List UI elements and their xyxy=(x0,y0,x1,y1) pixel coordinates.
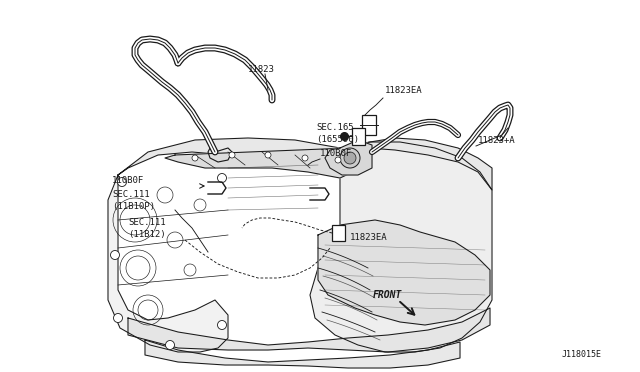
Text: 110B0F: 110B0F xyxy=(112,176,144,185)
Circle shape xyxy=(192,155,198,161)
Circle shape xyxy=(218,321,227,330)
Bar xyxy=(352,128,365,145)
Text: 11823EA: 11823EA xyxy=(385,86,422,95)
Text: 11823: 11823 xyxy=(248,65,275,74)
Circle shape xyxy=(166,340,175,350)
Text: SEC.111: SEC.111 xyxy=(112,190,150,199)
Text: FRONT: FRONT xyxy=(373,290,403,300)
Circle shape xyxy=(340,148,360,168)
Text: (11B12): (11B12) xyxy=(128,230,166,239)
Text: 11823EA: 11823EA xyxy=(350,233,388,242)
Polygon shape xyxy=(318,220,490,325)
Circle shape xyxy=(302,155,308,161)
Text: SEC.165: SEC.165 xyxy=(316,123,354,132)
Polygon shape xyxy=(108,175,228,352)
Polygon shape xyxy=(310,142,492,352)
Text: 11823+A: 11823+A xyxy=(478,136,516,145)
Polygon shape xyxy=(145,340,460,368)
Circle shape xyxy=(335,157,341,163)
Circle shape xyxy=(113,314,122,323)
Circle shape xyxy=(111,250,120,260)
Polygon shape xyxy=(165,148,368,178)
Polygon shape xyxy=(128,308,490,352)
Bar xyxy=(332,225,345,241)
Polygon shape xyxy=(118,138,492,190)
Text: J118015E: J118015E xyxy=(562,350,602,359)
Circle shape xyxy=(344,152,356,164)
Circle shape xyxy=(218,173,227,183)
Circle shape xyxy=(118,177,127,186)
Polygon shape xyxy=(325,140,372,175)
Text: 110B0F: 110B0F xyxy=(320,149,352,158)
Text: SEC.111: SEC.111 xyxy=(128,218,166,227)
Circle shape xyxy=(265,152,271,158)
Text: (11B10P): (11B10P) xyxy=(112,202,155,211)
Bar xyxy=(362,115,376,135)
Circle shape xyxy=(229,152,235,158)
Text: (165590): (165590) xyxy=(316,135,359,144)
